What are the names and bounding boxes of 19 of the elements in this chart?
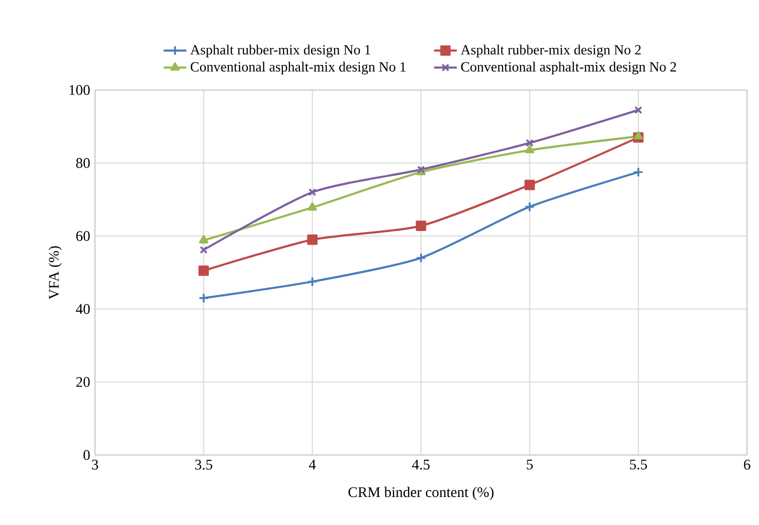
y-tick-label: 0 (84, 450, 90, 460)
y-tick-label: 100 (70, 85, 90, 95)
legend-label: Asphalt rubber-mix design No 1 (190, 44, 370, 58)
x-tick-label: 5.5 (630, 460, 647, 470)
x-axis-title: CRM binder content (%) (348, 486, 494, 500)
legend-label: Conventional asphalt-mix design No 2 (461, 62, 676, 74)
legend-label: Asphalt rubber-mix design No 2 (460, 44, 641, 58)
x-tick-label: 5 (526, 460, 533, 470)
y-tick-label: 40 (76, 304, 90, 314)
y-tick-label: 80 (76, 158, 90, 168)
legend-label: Conventional asphalt-mix design No 1 (190, 62, 406, 74)
x-tick-label: 4 (308, 460, 316, 470)
x-tick-label: 4.5 (412, 460, 430, 470)
y-axis-title: VFA (%) (48, 246, 62, 300)
x-tick-label: 6 (744, 460, 750, 470)
y-tick-label: 20 (76, 377, 90, 387)
y-tick-label: 60 (76, 231, 90, 241)
x-tick-label: 3 (92, 460, 98, 470)
x-tick-label: 3.5 (195, 460, 212, 470)
